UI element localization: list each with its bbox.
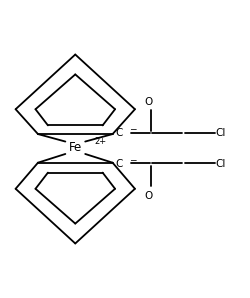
Text: O: O bbox=[144, 191, 153, 201]
Text: Cl: Cl bbox=[216, 159, 226, 169]
Text: Fe: Fe bbox=[69, 141, 82, 154]
Text: −: − bbox=[129, 156, 136, 165]
Text: 2+: 2+ bbox=[94, 137, 106, 146]
Text: C: C bbox=[115, 159, 122, 169]
Text: C: C bbox=[115, 128, 122, 138]
Text: −: − bbox=[129, 125, 136, 134]
Text: O: O bbox=[144, 97, 153, 107]
Text: Cl: Cl bbox=[216, 128, 226, 138]
